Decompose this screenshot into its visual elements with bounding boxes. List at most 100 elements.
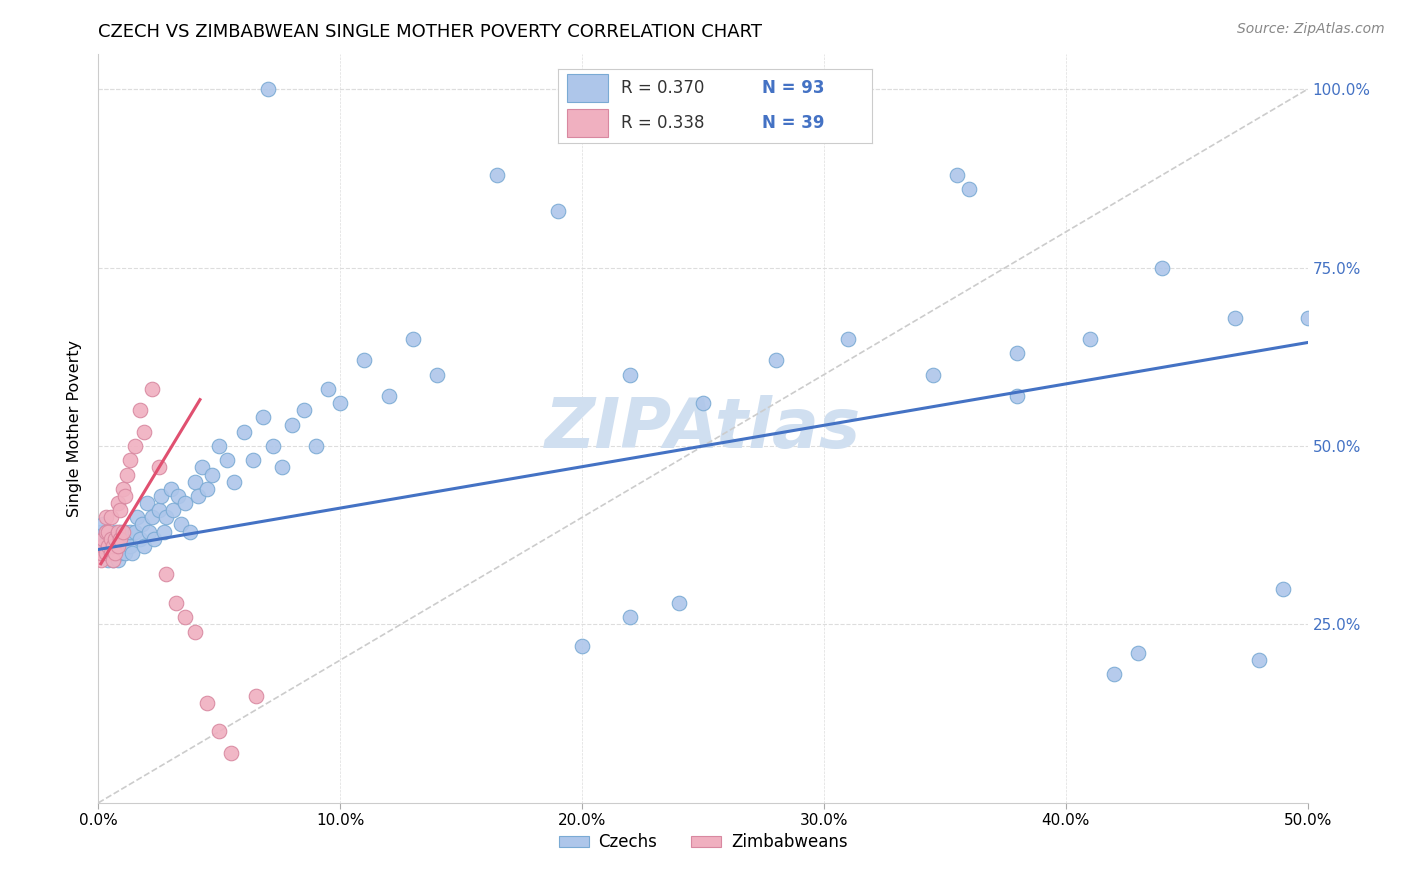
Point — [221, 746, 243, 760]
Point — [111, 539, 134, 553]
Point — [91, 539, 114, 553]
Point — [101, 553, 124, 567]
Point — [179, 524, 201, 539]
Point — [1128, 646, 1150, 660]
Text: Source: ZipAtlas.com: Source: ZipAtlas.com — [1237, 22, 1385, 37]
Point — [215, 453, 238, 467]
Point — [94, 546, 117, 560]
Point — [141, 382, 163, 396]
Point — [256, 82, 278, 96]
Point — [1102, 667, 1125, 681]
Point — [316, 382, 339, 396]
Point — [97, 539, 120, 553]
Point — [167, 489, 190, 503]
Point — [101, 539, 124, 553]
Point — [957, 182, 980, 196]
Point — [162, 503, 184, 517]
Point — [208, 439, 231, 453]
Point — [619, 368, 641, 382]
Point — [128, 403, 150, 417]
Text: CZECH VS ZIMBABWEAN SINGLE MOTHER POVERTY CORRELATION CHART: CZECH VS ZIMBABWEAN SINGLE MOTHER POVERT… — [98, 23, 762, 41]
Point — [104, 546, 127, 560]
Point — [100, 546, 122, 560]
Point — [100, 510, 122, 524]
Point — [97, 553, 120, 567]
Point — [222, 475, 245, 489]
Point — [90, 532, 112, 546]
Point — [124, 439, 146, 453]
Point — [114, 524, 136, 539]
Point — [195, 696, 218, 710]
Point — [135, 496, 157, 510]
Point — [108, 503, 131, 517]
Point — [377, 389, 399, 403]
Point — [155, 567, 177, 582]
Point — [837, 332, 859, 346]
Point — [174, 610, 197, 624]
Text: ZIPAtlas: ZIPAtlas — [546, 394, 860, 462]
Point — [100, 539, 122, 553]
Point — [118, 524, 141, 539]
Point — [117, 532, 139, 546]
Point — [195, 482, 218, 496]
Point — [90, 546, 112, 560]
Point — [271, 460, 294, 475]
Point — [281, 417, 304, 432]
Point — [305, 439, 328, 453]
Point — [127, 510, 149, 524]
Point — [571, 639, 593, 653]
Point — [101, 532, 124, 546]
Point — [90, 553, 112, 567]
Point — [329, 396, 352, 410]
Point — [921, 368, 943, 382]
Point — [160, 482, 183, 496]
Point — [232, 425, 254, 439]
Point — [97, 539, 120, 553]
Point — [104, 539, 127, 553]
Point — [111, 482, 134, 496]
Point — [1078, 332, 1101, 346]
Y-axis label: Single Mother Poverty: Single Mother Poverty — [67, 340, 83, 516]
Point — [138, 524, 160, 539]
Point — [104, 532, 127, 546]
Point — [134, 539, 156, 553]
Point — [118, 453, 141, 467]
Point — [111, 532, 134, 546]
Point — [201, 467, 224, 482]
Point — [1007, 389, 1029, 403]
Point — [91, 532, 114, 546]
Point — [169, 517, 191, 532]
Point — [174, 496, 197, 510]
Point — [107, 524, 129, 539]
Point — [242, 453, 264, 467]
Point — [353, 353, 375, 368]
Point — [108, 532, 131, 546]
Point — [692, 396, 714, 410]
Point — [111, 524, 134, 539]
Point — [946, 168, 969, 182]
Point — [108, 524, 131, 539]
Point — [104, 524, 127, 539]
Point — [118, 539, 141, 553]
Point — [1007, 346, 1029, 360]
Point — [114, 546, 136, 560]
Point — [152, 524, 174, 539]
Point — [184, 624, 207, 639]
Point — [107, 532, 129, 546]
Point — [148, 503, 170, 517]
Point — [114, 489, 136, 503]
Legend: Czechs, Zimbabweans: Czechs, Zimbabweans — [553, 827, 853, 858]
Point — [94, 524, 117, 539]
Point — [134, 425, 156, 439]
Point — [108, 546, 131, 560]
Point — [1272, 582, 1295, 596]
Point — [402, 332, 425, 346]
Point — [547, 203, 569, 218]
Point — [101, 553, 124, 567]
Point — [131, 517, 153, 532]
Point — [155, 510, 177, 524]
Point — [486, 168, 509, 182]
Point — [97, 532, 120, 546]
Point — [94, 546, 117, 560]
Point — [426, 368, 449, 382]
